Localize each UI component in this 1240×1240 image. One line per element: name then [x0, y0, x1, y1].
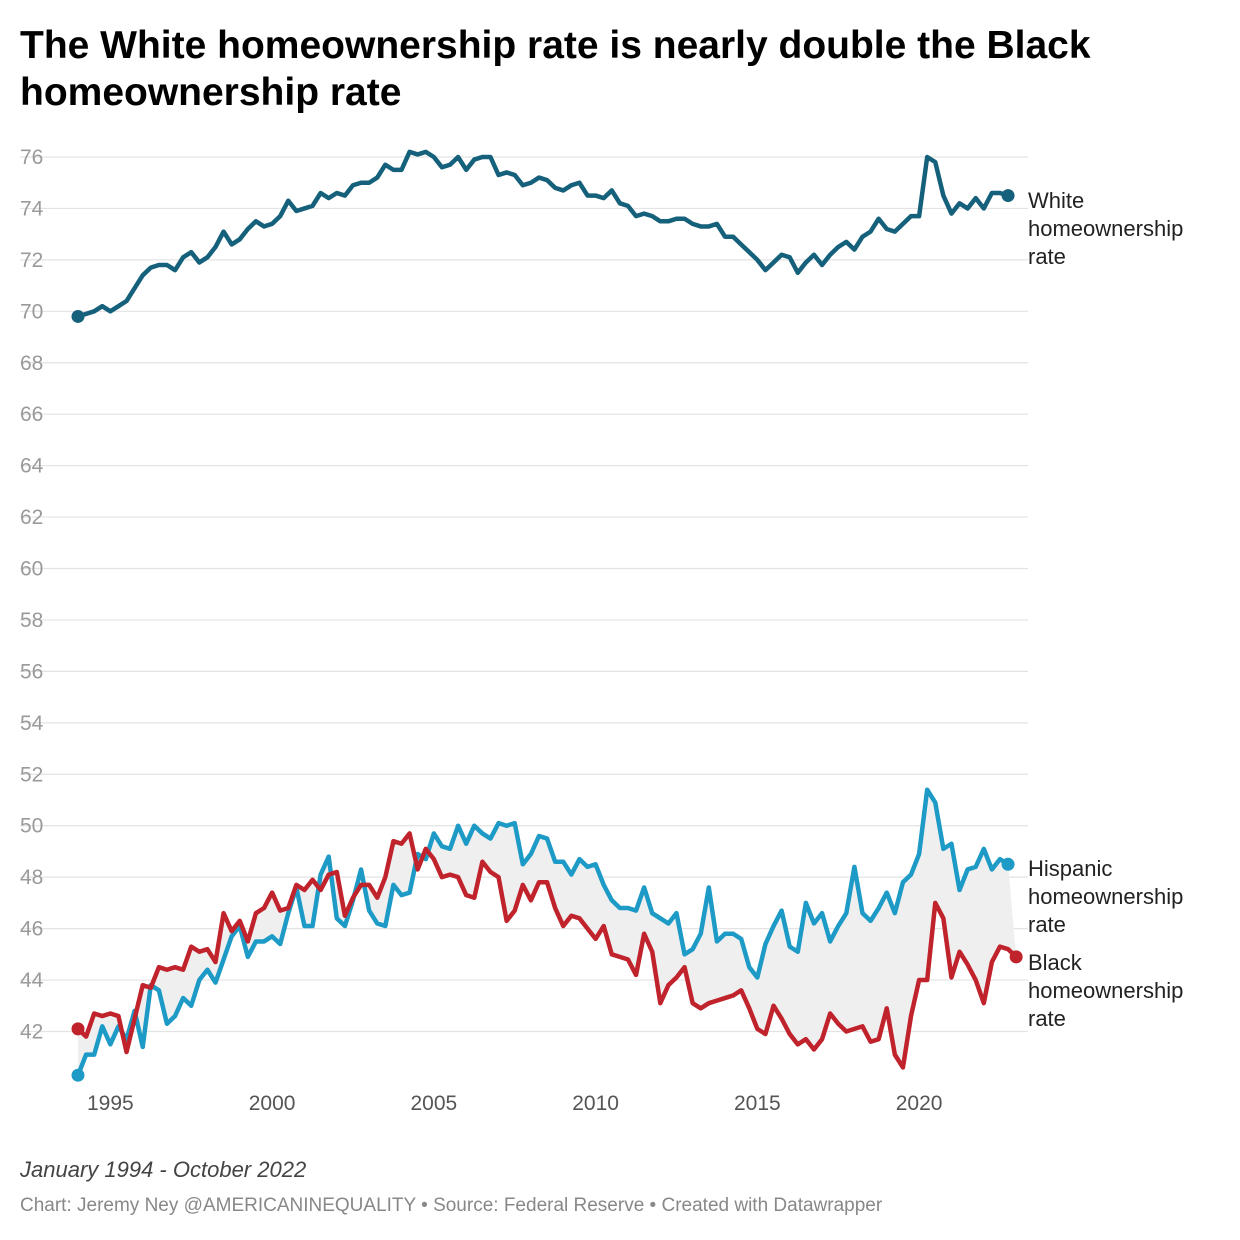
- white-start-dot: [71, 309, 85, 323]
- black-end-dot: [1009, 950, 1023, 964]
- series-lines: [75, 149, 1019, 1078]
- y-tick-label-64: 64: [20, 455, 44, 478]
- y-tick-label-60: 60: [20, 558, 43, 581]
- x-tick-label-2010: 2010: [572, 1092, 619, 1115]
- y-tick-label-54: 54: [20, 712, 44, 735]
- white-line: [75, 149, 1011, 319]
- gridlines: [20, 156, 1028, 1033]
- black-start-dot: [71, 1022, 85, 1036]
- hispanic-start-dot: [71, 1068, 85, 1082]
- y-tick-label-58: 58: [20, 609, 43, 632]
- y-tick-label-48: 48: [20, 866, 43, 889]
- hispanic-end-dot: [1001, 857, 1015, 871]
- y-tick-label-74: 74: [20, 197, 44, 220]
- black-series-label: Black homeownership rate: [1028, 950, 1183, 1031]
- y-tick-label-52: 52: [20, 763, 43, 786]
- black-line: [75, 831, 1019, 1070]
- x-tick-label-2015: 2015: [734, 1092, 781, 1115]
- chart-subtitle: January 1994 - October 2022: [20, 1157, 307, 1182]
- x-tick-label-1995: 1995: [87, 1092, 134, 1115]
- y-tick-label-42: 42: [20, 1020, 43, 1043]
- hispanic-series-label: Hispanic homeownership rate: [1028, 856, 1183, 937]
- y-tick-label-44: 44: [20, 969, 44, 992]
- y-tick-label-56: 56: [20, 660, 43, 683]
- series-labels: White homeownership rate Hispanic homeowners…: [1028, 188, 1183, 1031]
- white-series-label: White homeownership rate: [1028, 188, 1183, 269]
- endpoint-markers: [71, 189, 1023, 1082]
- line-chart: 42 44 46 48 50 52 54 56 58 60 62 64 66 68 70 72 74 76 199…: [20, 146, 1183, 1115]
- white-end-dot: [1001, 189, 1015, 203]
- chart-footer: Chart: Jeremy Ney @AMERICANINEQUALITY • …: [20, 1195, 883, 1216]
- x-axis-ticks: 1995 2000 2005 2010 2015 2020: [87, 1092, 942, 1115]
- y-tick-label-50: 50: [20, 815, 43, 838]
- x-tick-label-2020: 2020: [896, 1092, 943, 1115]
- y-tick-label-68: 68: [20, 352, 43, 375]
- x-tick-label-2005: 2005: [410, 1092, 457, 1115]
- y-tick-label-66: 66: [20, 403, 43, 426]
- hispanic-line: [75, 787, 1011, 1078]
- y-tick-label-76: 76: [20, 146, 43, 169]
- x-tick-label-2000: 2000: [249, 1092, 296, 1115]
- gap-area: [78, 789, 1017, 1076]
- gap-fill-area: [78, 789, 1017, 1076]
- chart-title: The White homeownership rate is nearly d…: [20, 24, 1091, 114]
- y-tick-label-46: 46: [20, 918, 43, 941]
- y-tick-label-62: 62: [20, 506, 43, 529]
- y-axis-ticks: 42 44 46 48 50 52 54 56 58 60 62 64 66 68 70 72 74 76: [20, 146, 44, 1043]
- y-tick-label-72: 72: [20, 249, 43, 272]
- y-tick-label-70: 70: [20, 300, 43, 323]
